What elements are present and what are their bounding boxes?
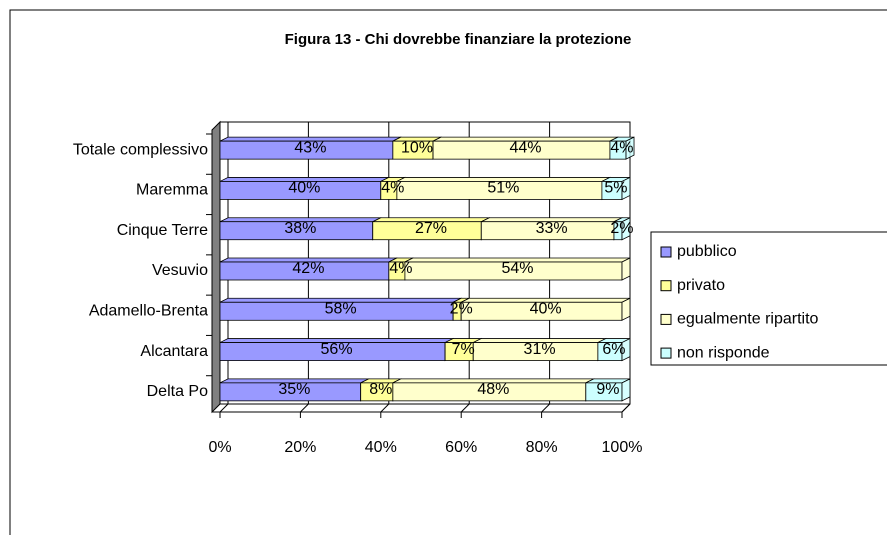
bar [597, 337, 631, 362]
x-tick-label: 40% [365, 439, 397, 456]
legend-swatch [660, 246, 672, 258]
data-label: 54% [501, 260, 533, 277]
data-label: 33% [536, 220, 568, 237]
bar [585, 378, 631, 402]
data-label: 2% [610, 220, 633, 237]
bar-side [625, 136, 635, 160]
legend-box [650, 231, 887, 366]
bar-side [621, 297, 631, 321]
x-tick-label: 80% [526, 439, 558, 456]
bar-side [621, 378, 631, 402]
data-label: 31% [524, 341, 556, 358]
bar-side [621, 337, 631, 362]
y-tick-label: Totale complessivo [73, 141, 208, 158]
data-label: 6% [602, 341, 625, 358]
data-label: 56% [321, 341, 353, 358]
legend-swatch [660, 313, 672, 325]
data-label: 43% [294, 139, 326, 156]
data-label: 35% [278, 381, 310, 398]
legend-label: pubblico [677, 243, 737, 260]
y-tick-label: Adamello-Brenta [89, 303, 208, 320]
grid-line [300, 403, 309, 413]
legend-label: non risponde [677, 344, 770, 361]
data-label: 7% [452, 341, 475, 358]
chart-title: Figura 13 - Chi dovrebbe finanziare la p… [285, 31, 632, 48]
grid-line [380, 403, 390, 413]
data-label: 42% [292, 260, 324, 277]
legend-label: egualmente ripartito [677, 311, 819, 328]
bar-side [621, 217, 631, 241]
grid-line [541, 403, 550, 413]
bar-side [621, 257, 631, 281]
bar [460, 297, 631, 321]
y-tick-label: Vesuvio [152, 262, 208, 279]
x-tick-label: 20% [284, 439, 316, 456]
data-label: 2% [450, 301, 473, 318]
data-label: 9% [596, 381, 619, 398]
data-label: 38% [284, 220, 316, 237]
data-label: 51% [487, 180, 519, 197]
data-label: 4% [389, 260, 412, 277]
data-label: 40% [530, 301, 562, 318]
x-tick-label: 100% [602, 439, 643, 456]
x-tick-label: 0% [208, 439, 231, 456]
y-tick-label: Cinque Terre [117, 222, 208, 239]
grid-line [219, 403, 229, 413]
grid-line [460, 403, 470, 413]
y-tick-label: Maremma [136, 182, 208, 199]
bar [219, 257, 398, 281]
grid-line [621, 403, 631, 413]
bar [601, 176, 631, 201]
data-label: 5% [604, 180, 627, 197]
y-tick-label: Delta Po [147, 383, 208, 400]
bar [404, 257, 631, 281]
legend-label: privato [677, 277, 725, 294]
bar [609, 136, 635, 160]
data-label: 40% [288, 180, 320, 197]
data-label: 48% [477, 381, 509, 398]
data-label: 27% [415, 220, 447, 237]
bar [472, 337, 607, 362]
legend-swatch [660, 347, 672, 359]
data-label: 44% [509, 139, 541, 156]
x-tick-label: 60% [445, 439, 477, 456]
data-label: 58% [325, 301, 357, 318]
y-tick-label: Alcantara [140, 343, 208, 360]
data-label: 4% [610, 139, 633, 156]
legend-swatch [660, 280, 672, 292]
bar-side [621, 176, 631, 201]
side-wall [211, 120, 221, 414]
data-label: 10% [401, 139, 433, 156]
data-label: 4% [381, 180, 404, 197]
data-label: 8% [369, 381, 392, 398]
bar [613, 217, 631, 241]
